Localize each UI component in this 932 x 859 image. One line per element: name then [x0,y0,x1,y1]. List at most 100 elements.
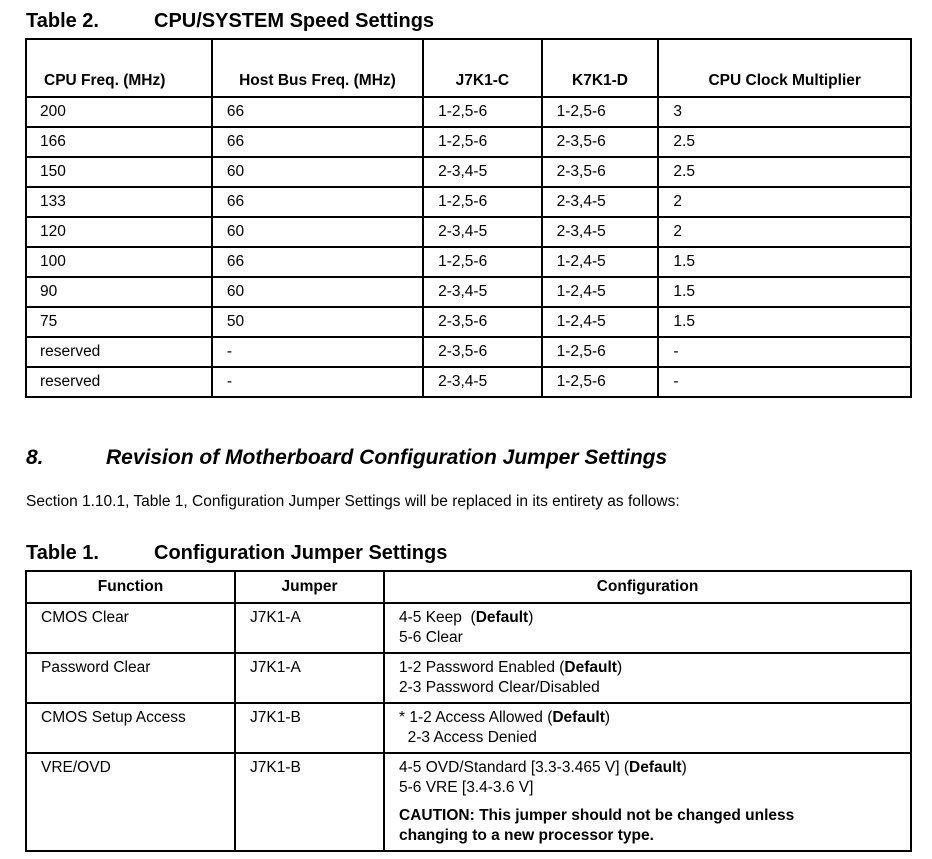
column-header: Configuration [383,570,912,604]
table-cell: 1-2,5-6 [422,186,543,218]
table-cell: 66 [210,246,425,278]
table-cell: 75 [25,306,213,338]
table-cell: 66 [210,96,425,128]
table-cell: 133 [25,186,213,218]
function-cell: VRE/OVD [25,752,236,852]
default-label: Default [475,609,529,626]
table-row: Password Clear J7K1-A 1-2 Password Enabled… [25,652,912,704]
config-text-end: ) [604,709,611,726]
table-cell: 1-2,4-5 [540,306,660,338]
table-cell: 1-2,4-5 [540,276,660,308]
table-cell: - [210,366,425,398]
configuration-cell: 1-2 Password Enabled (Default) 2-3 Passwo… [383,652,912,704]
table-cell: 120 [25,216,213,248]
config-text: 4-5 OVD/Standard [3.3-3.465 V] ( [399,759,630,776]
config-text-end: ) [681,759,687,776]
table-row: reserved -2-3,5-6 1-2,5-6- [25,336,912,368]
table-cell: 100 [25,246,213,278]
table-cell: reserved [25,336,213,368]
config-text: * 1-2 Access Allowed ( [399,709,553,726]
configuration-line: 2-3 Access Denied [399,728,910,748]
table-cell: reserved [25,366,213,398]
config-text: 1-2 Password Enabled ( [399,659,565,676]
section-heading: 8. Revision of Motherboard Configuration … [26,446,668,469]
table-row: 75 50 2-3,5-6 1-2,4-5 1.5 [25,306,912,338]
table-cell: 2.5 [657,126,912,158]
table-cell: 2-3,5-6 [422,306,543,338]
table-cell: 1-2,5-6 [422,96,543,128]
config-text-end: ) [616,659,623,676]
configuration-line: 4-5 Keep (Default) [399,608,910,628]
configuration-line: 2-3 Password Clear/Disabled [399,678,910,698]
table-cell: 66 [210,126,425,158]
table-cell: 1-2,5-6 [540,366,660,398]
jumper-settings-table: Function Jumper Configuration CMOS Clear J7K… [25,570,912,852]
config-text: 5-6 VRE [3.4-3.6 V] [399,779,534,796]
configuration-cell: 4-5 Keep (Default) 5-6 Clear [383,602,912,654]
table-row: 133 66 1-2,5-6 2-3,4-5 2 [25,186,912,218]
column-header: K7K1-D [540,38,660,98]
table-cell: 50 [210,306,425,338]
column-header: Jumper [234,570,385,604]
table-row: 200 66 1-2,5-6 1-2,5-6 3 [25,96,912,128]
default-label: Default [629,759,682,776]
table2-caption: Table 2. CPU/SYSTEM Speed Settings [26,10,435,32]
default-label: Default [552,709,605,726]
column-header: CPU Freq. (MHz) [25,38,213,98]
config-text-end: ) [528,609,534,626]
table-cell: 1-2,5-6 [540,336,660,368]
table-cell: 2-3,4-5 [422,366,543,398]
table-cell: 90 [25,276,213,308]
table-row: 150 60 2-3,4-5 2-3,5-6 2.5 [25,156,912,188]
table-cell: 2-3,5-6 [422,336,543,368]
configuration-line: 5-6 Clear [399,628,910,648]
jumper-cell: J7K1-B [234,702,385,754]
table-cell: 66 [210,186,425,218]
function-cell: CMOS Setup Access [25,702,236,754]
table-cell: 1.5 [657,306,912,338]
table-cell: 1.5 [657,246,912,278]
table-cell: 60 [210,156,425,188]
table-row: reserved -2-3,4-5 1-2,5-6- [25,366,912,398]
column-header: CPU Clock Multiplier [657,38,912,98]
column-header: Host Bus Freq. (MHz) [210,38,425,98]
configuration-cell: * 1-2 Access Allowed (Default) 2-3 Acces… [383,702,912,754]
function-cell: CMOS Clear [25,602,236,654]
table-cell: 2-3,5-6 [540,126,660,158]
table-cell: - [210,336,425,368]
column-header: Function [25,570,236,604]
table-cell: 2 [657,186,912,218]
caution-note: CAUTION: This jumper should not be chang… [399,807,795,844]
table-cell: 1-2,5-6 [422,126,543,158]
table-row: 100 66 1-2,5-6 1-2,4-5 1.5 [25,246,912,278]
configuration-cell: 4-5 OVD/Standard [3.3-3.465 V] (Default)… [383,752,912,852]
table-cell: - [657,336,912,368]
table-cell: 150 [25,156,213,188]
table-row: CMOS Clear J7K1-A 4-5 Keep (Default) 5-6 Cl… [25,602,912,654]
table-cell: 2-3,4-5 [540,186,660,218]
table-cell: 2-3,5-6 [540,156,660,188]
table-row: 166 66 1-2,5-6 2-3,5-6 2.5 [25,126,912,158]
configuration-line: 4-5 OVD/Standard [3.3-3.465 V] (Default) [399,758,910,778]
configuration-line: 1-2 Password Enabled (Default) [399,658,910,678]
table-cell: - [657,366,912,398]
table-cell: 3 [657,96,912,128]
table-row: 120 60 2-3,4-5 2-3,4-5 2 [25,216,912,248]
jumper-cell: J7K1-B [234,752,385,852]
table-cell: 2-3,4-5 [422,156,543,188]
default-label: Default [564,659,617,676]
cpu-speed-table: CPU Freq. (MHz) Host Bus Freq. (MHz) J7K1-… [25,38,912,398]
table-cell: 1-2,4-5 [540,246,660,278]
table1-caption: Table 1. Configuration Jumper Settings [26,542,448,564]
configuration-line: 5-6 VRE [3.4-3.6 V] [399,778,910,798]
table-cell: 2 [657,216,912,248]
table-cell: 2-3,4-5 [540,216,660,248]
table-cell: 166 [25,126,213,158]
table-cell: 1-2,5-6 [422,246,543,278]
table-cell: 60 [210,216,425,248]
table-cell: 2-3,4-5 [422,216,543,248]
config-text: 2-3 Password Clear/Disabled [399,679,600,696]
table-cell: 200 [25,96,213,128]
table-row: VRE/OVD J7K1-B 4-5 OVD/Standard [3.3-3.465… [25,752,912,852]
table-cell: 60 [210,276,425,308]
